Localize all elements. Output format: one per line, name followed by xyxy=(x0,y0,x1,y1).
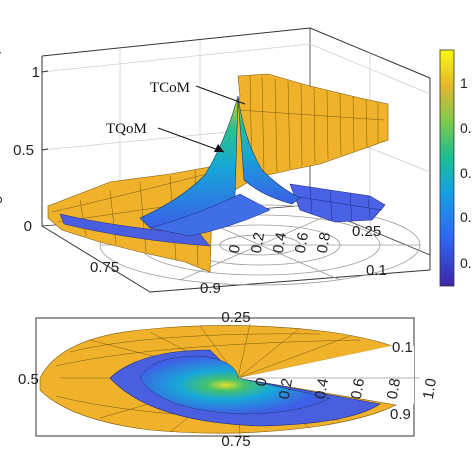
angular-tick-2d: 0.75 xyxy=(221,433,250,450)
radial-tick-2d: 0 xyxy=(253,376,271,387)
annotation-tcom: TCoM xyxy=(150,80,190,96)
z-tick: 0 xyxy=(24,218,32,235)
radial-tick: 0.4 xyxy=(270,231,290,254)
colorbar-tick: 0. xyxy=(460,255,472,271)
colorbar: 1 0. 0. 0. 0. xyxy=(439,49,472,287)
colorbar-tick: 1 xyxy=(460,75,468,91)
radial-tick-2d: 0.6 xyxy=(348,377,368,400)
top-3d-panel: TCoM TQoM 0 0.5 1 0 0.2 0.4 0.6 0.8 0.25… xyxy=(13,27,431,297)
radial-tick: 0.6 xyxy=(292,231,312,254)
angular-tick-2d: 0.1 xyxy=(392,339,413,356)
box-edge xyxy=(149,269,431,293)
box-edge xyxy=(41,225,151,293)
radial-tick-2d: 1.0 xyxy=(420,377,440,400)
radial-tick-2d: 0.4 xyxy=(312,377,332,400)
colorbar-tick: 0. xyxy=(460,209,472,225)
colorbar-ramp xyxy=(439,49,455,287)
tqom-topview-spiral xyxy=(139,355,331,415)
annotation-tcom-arrow xyxy=(195,85,246,105)
empty-sector xyxy=(238,344,414,405)
colorbar-tick: 0. xyxy=(460,120,472,136)
annotation-tqom-arrowhead xyxy=(214,144,224,152)
radial-tick: 0.8 xyxy=(314,231,334,254)
angular-tick: 0.25 xyxy=(352,223,381,240)
box-edge xyxy=(41,27,311,57)
annotation-tqom: TQoM xyxy=(106,121,147,137)
angular-tick: 0.9 xyxy=(200,280,221,297)
angular-tick-2d: 0.25 xyxy=(221,309,250,326)
z-axis-label-fragment: r xyxy=(0,47,1,64)
annotation-tqom-arrow xyxy=(157,127,225,153)
z-axis: 0 0.5 1 xyxy=(13,64,49,235)
angular-tick-2d: 0.9 xyxy=(390,406,411,423)
colorbar-tick: 0. xyxy=(460,165,472,181)
z-tick: 1 xyxy=(32,64,40,81)
angular-tick: 0.1 xyxy=(366,262,387,279)
radial-tick: 0 xyxy=(226,243,244,254)
angular-tick: 0.75 xyxy=(90,259,119,276)
angular-tick-2d: 0.5 xyxy=(18,371,39,388)
bottom-topview-panel: 0 0.2 0.4 0.6 0.8 1.0 0.25 0.1 0.9 0.75 … xyxy=(18,309,440,450)
radial-ticks-3d: 0 0.2 0.4 0.6 0.8 xyxy=(226,231,334,254)
z-axis-label-fragment: o xyxy=(0,196,6,204)
z-tick: 0.5 xyxy=(13,142,34,159)
tqom-floor-sheet xyxy=(149,193,271,237)
tqom-spike-right xyxy=(237,95,301,205)
radial-tick-2d: 0.8 xyxy=(384,377,404,400)
tqom-base-ring xyxy=(59,213,211,247)
radial-tick: 0.2 xyxy=(248,231,268,254)
radial-tick-2d: 0.2 xyxy=(276,377,296,400)
